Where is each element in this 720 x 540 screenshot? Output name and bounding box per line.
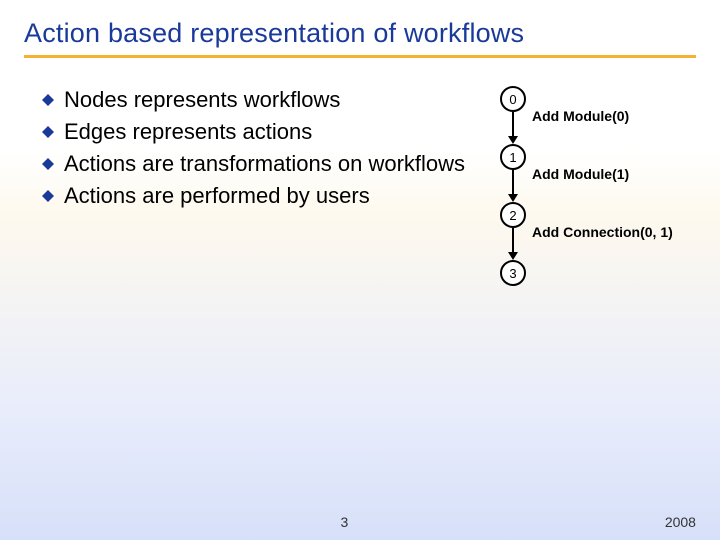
title-rule: [24, 55, 696, 58]
bullet-item: Actions are transformations on workflows: [42, 150, 470, 178]
bullet-text: Actions are performed by users: [64, 182, 370, 210]
diagram-node: 0: [500, 86, 526, 112]
bullet-text: Edges represents actions: [64, 118, 312, 146]
bullet-list: Nodes represents workflows Edges represen…: [42, 86, 470, 346]
diagram-node: 2: [500, 202, 526, 228]
bullet-text: Nodes represents workflows: [64, 86, 340, 114]
year: 2008: [665, 514, 696, 530]
diagram-node: 1: [500, 144, 526, 170]
bullet-text: Actions are transformations on workflows: [64, 150, 465, 178]
workflow-diagram: 0123Add Module(0)Add Module(1)Add Connec…: [470, 86, 700, 346]
bullet-item: Actions are performed by users: [42, 182, 470, 210]
diamond-bullet-icon: [42, 158, 54, 170]
bullet-item: Edges represents actions: [42, 118, 470, 146]
title-area: Action based representation of workflows: [0, 0, 720, 64]
diagram-node: 3: [500, 260, 526, 286]
slide-title: Action based representation of workflows: [24, 18, 696, 49]
diamond-bullet-icon: [42, 126, 54, 138]
bullet-item: Nodes represents workflows: [42, 86, 470, 114]
diamond-bullet-icon: [42, 190, 54, 202]
page-number: 3: [341, 514, 349, 530]
footer: 3 2008: [0, 514, 720, 530]
diamond-bullet-icon: [42, 94, 54, 106]
content-area: Nodes represents workflows Edges represen…: [0, 64, 720, 346]
